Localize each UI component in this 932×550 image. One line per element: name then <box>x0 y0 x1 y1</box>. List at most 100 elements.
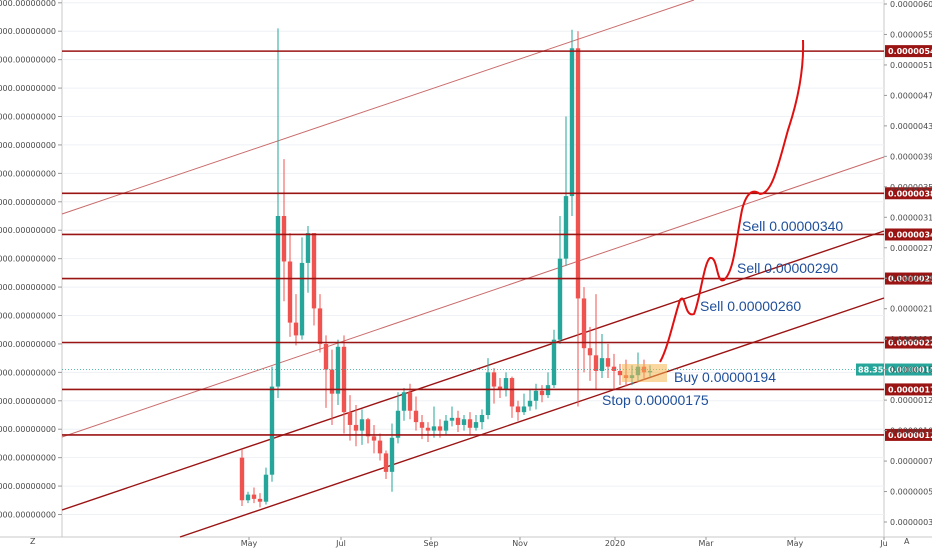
candle-body <box>251 494 257 499</box>
candle-body <box>515 406 521 413</box>
candle-body <box>269 386 275 475</box>
left-tick-label: 40000.00000000 <box>0 56 56 65</box>
candle-body <box>497 386 503 390</box>
candle-body <box>557 258 563 340</box>
level-tag <box>885 383 932 396</box>
candle-body <box>263 474 269 502</box>
sell-340-label: Sell 0.00000340 <box>742 218 843 234</box>
right-axis: 0.00000549 0.00000388 0.00000343 0.00000294… <box>856 0 932 527</box>
candle-body <box>389 437 395 472</box>
left-tick-label: 8000.00000000 <box>0 511 56 520</box>
candle-body <box>287 261 293 323</box>
current-price-label: 0.00000194 <box>888 366 932 375</box>
left-tick-label: 38000.00000000 <box>0 84 56 93</box>
left-axis: 8000.00000000 10000.00000000 12000.0000000… <box>0 0 62 520</box>
candle-body <box>347 412 353 425</box>
left-tick-label: 26000.00000000 <box>0 255 56 264</box>
candles <box>239 28 653 508</box>
candle-body <box>341 346 347 413</box>
candle-body <box>533 390 539 401</box>
level-tag-label: 0.00000343 <box>888 230 932 239</box>
candle-body <box>491 372 497 387</box>
level-tag-label: 0.00000549 <box>888 47 932 56</box>
left-tick-label: 44000.00000000 <box>0 0 56 8</box>
sell-290-label: Sell 0.00000290 <box>737 260 838 276</box>
candle-body <box>437 426 443 431</box>
lower-channel-top-line <box>61 230 885 511</box>
x-axis: May Jul Sep Nov 2020 Mar May Ju <box>241 537 888 548</box>
current-pct-tag <box>856 363 884 376</box>
candle-body <box>335 346 341 394</box>
level-tag <box>885 428 932 441</box>
candle-body <box>479 415 485 423</box>
candle-body <box>617 370 623 376</box>
upper-channel-line <box>61 0 695 215</box>
x-tick-label: Jul <box>335 539 346 548</box>
left-tick-label: 20000.00000000 <box>0 340 56 349</box>
candle-body <box>317 308 323 344</box>
candle-body <box>563 196 569 259</box>
candle-body <box>551 339 557 386</box>
candle-body <box>509 378 515 407</box>
candle-body <box>605 358 611 367</box>
level-tag <box>885 336 932 349</box>
candle-body <box>593 355 599 371</box>
current-pct-label: 88.35% <box>858 366 891 375</box>
candle-body <box>239 457 245 501</box>
left-tick-label: 14000.00000000 <box>0 425 56 434</box>
right-tick-label: 0.00000053 <box>890 488 932 497</box>
left-tick-label: 12000.00000000 <box>0 454 56 463</box>
left-tick-label: 34000.00000000 <box>0 141 56 150</box>
level-tag-label: 0.00000174 <box>888 385 932 394</box>
candle-body <box>413 410 419 423</box>
candle-body <box>521 406 527 413</box>
candle-body <box>587 348 593 356</box>
left-tick-label: 24000.00000000 <box>0 283 56 292</box>
annotations: Sell 0.00000340 Sell 0.00000290 Sell 0.0… <box>602 218 843 408</box>
sell-260-label: Sell 0.00000260 <box>700 298 801 314</box>
candle-body <box>275 216 281 387</box>
candle-body <box>371 436 377 441</box>
candle-body <box>575 48 581 299</box>
level-tag <box>885 228 932 241</box>
candle-body <box>323 343 329 370</box>
x-tick-label: Sep <box>423 539 438 548</box>
candle-body <box>473 422 479 428</box>
candle-body <box>569 48 575 197</box>
candle-body <box>467 419 473 428</box>
left-tick-label: 10000.00000000 <box>0 482 56 491</box>
mid-channel-line <box>61 156 885 438</box>
corner-right[interactable]: A <box>904 537 910 546</box>
left-tick-label: 18000.00000000 <box>0 368 56 377</box>
candle-body <box>503 378 509 390</box>
candle-body <box>365 419 371 437</box>
candle-body <box>581 298 587 349</box>
candle-body <box>383 453 389 472</box>
right-tick-label: 0.00000075 <box>890 457 932 466</box>
candle-body <box>311 233 317 309</box>
corner-left[interactable]: Z <box>30 537 36 546</box>
left-tick-label: 22000.00000000 <box>0 312 56 321</box>
level-tag-label: 0.00000294 <box>888 275 932 284</box>
candle-body <box>419 422 425 428</box>
candle-body <box>611 366 617 371</box>
candle-body <box>293 322 299 336</box>
lower-channel-bottom-line <box>179 297 885 538</box>
left-tick-label: 30000.00000000 <box>0 198 56 207</box>
level-tag <box>885 187 932 200</box>
candle-body <box>377 440 383 454</box>
candle-body <box>431 426 437 431</box>
trend-channels <box>61 0 885 538</box>
candle-body <box>299 262 305 336</box>
candle-body <box>455 417 461 425</box>
price-levels <box>62 50 884 436</box>
x-tick-label: 2020 <box>605 539 625 548</box>
